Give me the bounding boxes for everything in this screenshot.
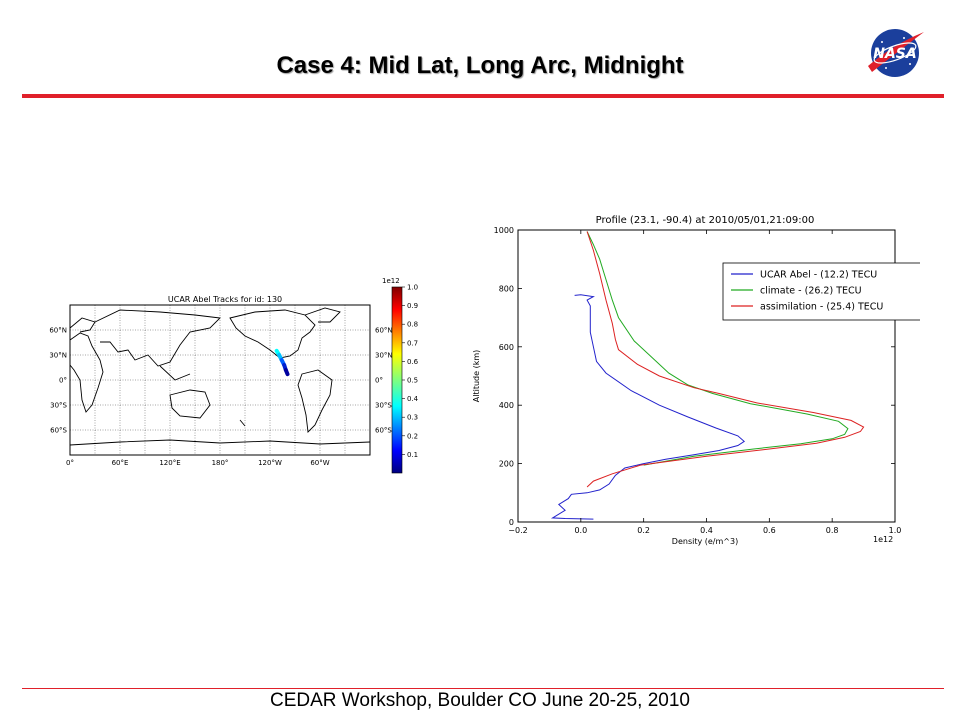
map-title: UCAR Abel Tracks for id: 130 [168,295,282,304]
colorbar-tick-label: 0.2 [407,432,418,440]
map-x-tick-label: 60°E [112,459,129,467]
colorbar-tick-label: 0.9 [407,302,418,310]
x-tick-label: −0.2 [508,526,527,535]
legend-label: climate - (26.2) TECU [760,286,862,297]
colorbar [392,287,402,473]
legend-label: UCAR Abel - (12.2) TECU [760,270,877,281]
track-segment [286,370,288,374]
colorbar-tick-label: 0.4 [407,395,419,403]
map-x-tick-label: 0° [66,459,74,467]
x-tick-label: 1.0 [889,526,902,535]
map-y-tick-label-right: 60°N [375,327,393,335]
map-y-tick-label-right: 60°S [375,427,392,435]
profile-title: Profile (23.1, -90.4) at 2010/05/01,21:0… [596,215,815,226]
map-x-tick-label: 180° [212,459,229,467]
y-axis-label: Altitude (km) [472,350,481,402]
x-scale-label: 1e12 [873,535,893,544]
footer-text: CEDAR Workshop, Boulder CO June 20-25, 2… [0,690,960,712]
colorbar-tick-label: 0.3 [407,414,418,422]
legend-label: assimilation - (25.4) TECU [760,302,883,313]
colorbar-tick-label: 0.1 [407,451,418,459]
x-tick-label: 0.6 [763,526,776,535]
map-x-tick-label: 60°W [310,459,329,467]
colorbar-scale-label: 1e12 [382,277,400,285]
colorbar-tick-label: 0.7 [407,339,418,347]
map-y-tick-label: 0° [59,377,67,385]
y-tick-label: 200 [499,460,514,469]
legend: UCAR Abel - (12.2) TECU climate - (26.2) … [723,263,920,320]
map-y-tick-label-right: 30°N [375,352,393,360]
y-tick-label: 800 [499,284,514,293]
map-y-tick-label-right: 30°S [375,402,392,410]
density-profile-chart: Profile (23.1, -90.4) at 2010/05/01,21:0… [465,205,920,555]
y-tick-label: 600 [499,343,514,352]
footer-divider [22,688,944,689]
x-tick-label: 0.4 [700,526,713,535]
x-tick-label: 0.2 [637,526,650,535]
x-axis-label: Density (e/m^3) [672,537,738,546]
track-map-chart: UCAR Abel Tracks for id: 130 0° 60°E 120°E… [40,270,425,480]
map-x-tick-label: 120°E [159,459,180,467]
colorbar-tick-label: 0.5 [407,377,418,385]
map-y-tick-label: 30°S [50,402,67,410]
x-tick-label: 0.8 [826,526,839,535]
map-y-tick-label: 60°N [49,327,67,335]
map-y-tick-label: 60°S [50,427,67,435]
y-tick-label: 400 [499,401,514,410]
map-x-tick-label: 120°W [258,459,282,467]
logo-text: NASA [873,46,916,62]
colorbar-tick-label: 0.6 [407,358,419,366]
x-tick-label: 0.0 [574,526,587,535]
title-divider [22,94,944,98]
y-tick-label: 1000 [494,226,514,235]
slide-title: Case 4: Mid Lat, Long Arc, Midnight [0,52,960,80]
colorbar-tick-label: 0.8 [407,321,418,329]
nasa-logo-icon: NASA [864,22,926,84]
y-tick-label: 0 [509,518,514,527]
colorbar-tick-label: 1.0 [407,284,418,292]
map-y-tick-label: 30°N [49,352,67,360]
map-y-tick-label-right: 0° [375,377,383,385]
